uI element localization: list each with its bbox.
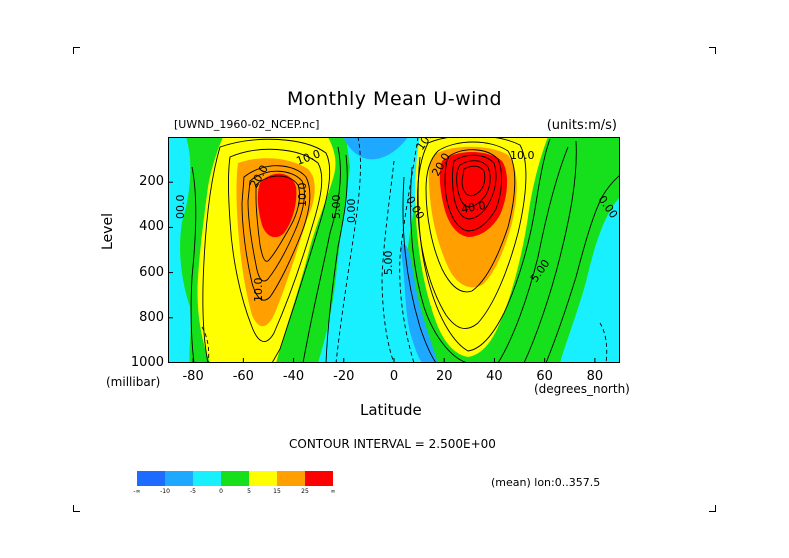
colorbar-swatch (277, 471, 305, 486)
colorbar-level-label: ∞ (330, 488, 336, 495)
contour-label: 10.0 (252, 278, 265, 303)
chart-title: Monthly Mean U-wind (286, 88, 503, 110)
colorbar-swatch (193, 471, 221, 486)
file-label: [UWND_1960-02_NCEP.nc] (174, 118, 320, 131)
x-tick-label: 40 (486, 369, 503, 384)
contour-lines-negative (201, 137, 608, 363)
x-tick-label: -80 (182, 369, 204, 384)
fill-cyan-south-polar (168, 137, 191, 363)
corner-mark-top-left (73, 47, 80, 54)
colorbar-level-label: -10 (160, 488, 170, 495)
colorbar-swatch (249, 471, 277, 486)
fill-green-north-band (513, 137, 620, 363)
x-tick-label: -20 (333, 369, 355, 384)
axis-ticks (168, 181, 596, 363)
x-tick-label: 60 (536, 369, 553, 384)
contour-label: 00.0 (174, 195, 187, 220)
contour-label: 5.00 (330, 195, 343, 220)
x-tick-label: 0 (389, 369, 399, 384)
contour-label: 10.0 (296, 183, 309, 208)
fill-blue-strat (343, 137, 408, 160)
colorbar-swatch (165, 471, 193, 486)
y-tick-label: 600 (139, 264, 164, 280)
contour-lines-south (190, 138, 348, 363)
contour-label: 10.0 (510, 149, 535, 162)
colorbar-swatch (221, 471, 249, 486)
colorbar-level-label: -∞ (133, 488, 141, 495)
corner-mark-top-right (709, 47, 716, 54)
contour-lines-north (402, 137, 620, 363)
contour-interval-text: CONTOUR INTERVAL = 2.500E+00 (289, 437, 496, 451)
contour-plot: 00.0 10.0 20.0 10.0 5.00 0.00 10.0 0.00 … (168, 137, 620, 363)
corner-mark-bottom-left (73, 505, 80, 512)
corner-mark-bottom-right (709, 505, 716, 512)
x-tick-label: 20 (435, 369, 453, 384)
x-tick-label: -40 (282, 369, 305, 384)
fill-blue-tropics (400, 243, 438, 363)
y-tick-label: 400 (139, 219, 164, 235)
x-tick-label: 80 (586, 369, 604, 384)
y-tick-label: 1000 (130, 355, 164, 370)
y-tick-label: 200 (139, 174, 164, 190)
y-axis-label: Level (100, 213, 116, 250)
colorbar-level-label: 25 (301, 488, 309, 495)
y-units-label: (millibar) (106, 375, 161, 389)
colorbar-level-label: 5 (247, 488, 251, 495)
contour-label: 40.0 (460, 199, 486, 216)
units-label: (units:m/s) (546, 118, 617, 133)
x-tick-label: -60 (232, 369, 254, 384)
fill-red-south-jet (257, 173, 297, 238)
contour-label: 5.00 (382, 251, 395, 276)
contour-label: 0.00 (345, 199, 358, 224)
y-tick-label: 800 (139, 309, 164, 325)
colorbar-level-label: 0 (219, 488, 223, 495)
colorbar-swatch (137, 471, 165, 486)
mean-label: (mean) lon:0..357.5 (491, 476, 601, 489)
x-axis-label: Latitude (360, 401, 422, 419)
colorbar-level-label: -5 (190, 488, 196, 495)
colorbar-swatch (305, 471, 333, 486)
colorbar-level-label: 15 (273, 488, 281, 495)
x-units-label: (degrees_north) (534, 382, 630, 396)
